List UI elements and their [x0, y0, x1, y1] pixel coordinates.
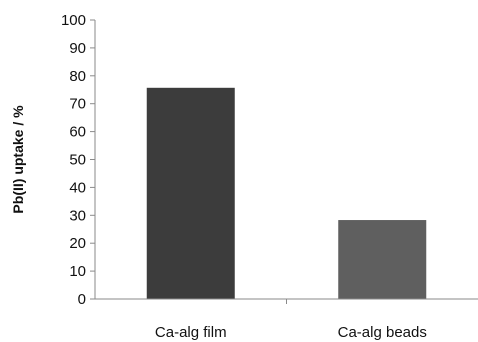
bar-ca-alg-beads: [338, 220, 427, 299]
y-tick-label: 30: [69, 207, 86, 224]
y-tick-label: 100: [61, 12, 86, 29]
y-tick-label: 80: [69, 68, 86, 85]
y-axis-title: Pb(II) uptake / %: [10, 105, 26, 214]
bars: [146, 87, 427, 299]
x-category-label: Ca-alg film: [155, 324, 227, 341]
bar-ca-alg-film: [146, 87, 235, 299]
y-tick-label: 10: [69, 263, 86, 280]
x-axis-category-labels: Ca-alg film Ca-alg beads: [155, 299, 427, 341]
y-tick-label: 90: [69, 40, 86, 57]
y-tick-label: 20: [69, 235, 86, 252]
y-axis-ticks: 0 10 20 30 40 50 60 70 80 90 100: [61, 12, 95, 308]
x-category-label: Ca-alg beads: [338, 324, 427, 341]
y-tick-label: 60: [69, 124, 86, 141]
y-tick-label: 50: [69, 152, 86, 169]
y-tick-label: 40: [69, 179, 86, 196]
y-tick-label: 70: [69, 96, 86, 113]
y-tick-label: 0: [78, 291, 86, 308]
